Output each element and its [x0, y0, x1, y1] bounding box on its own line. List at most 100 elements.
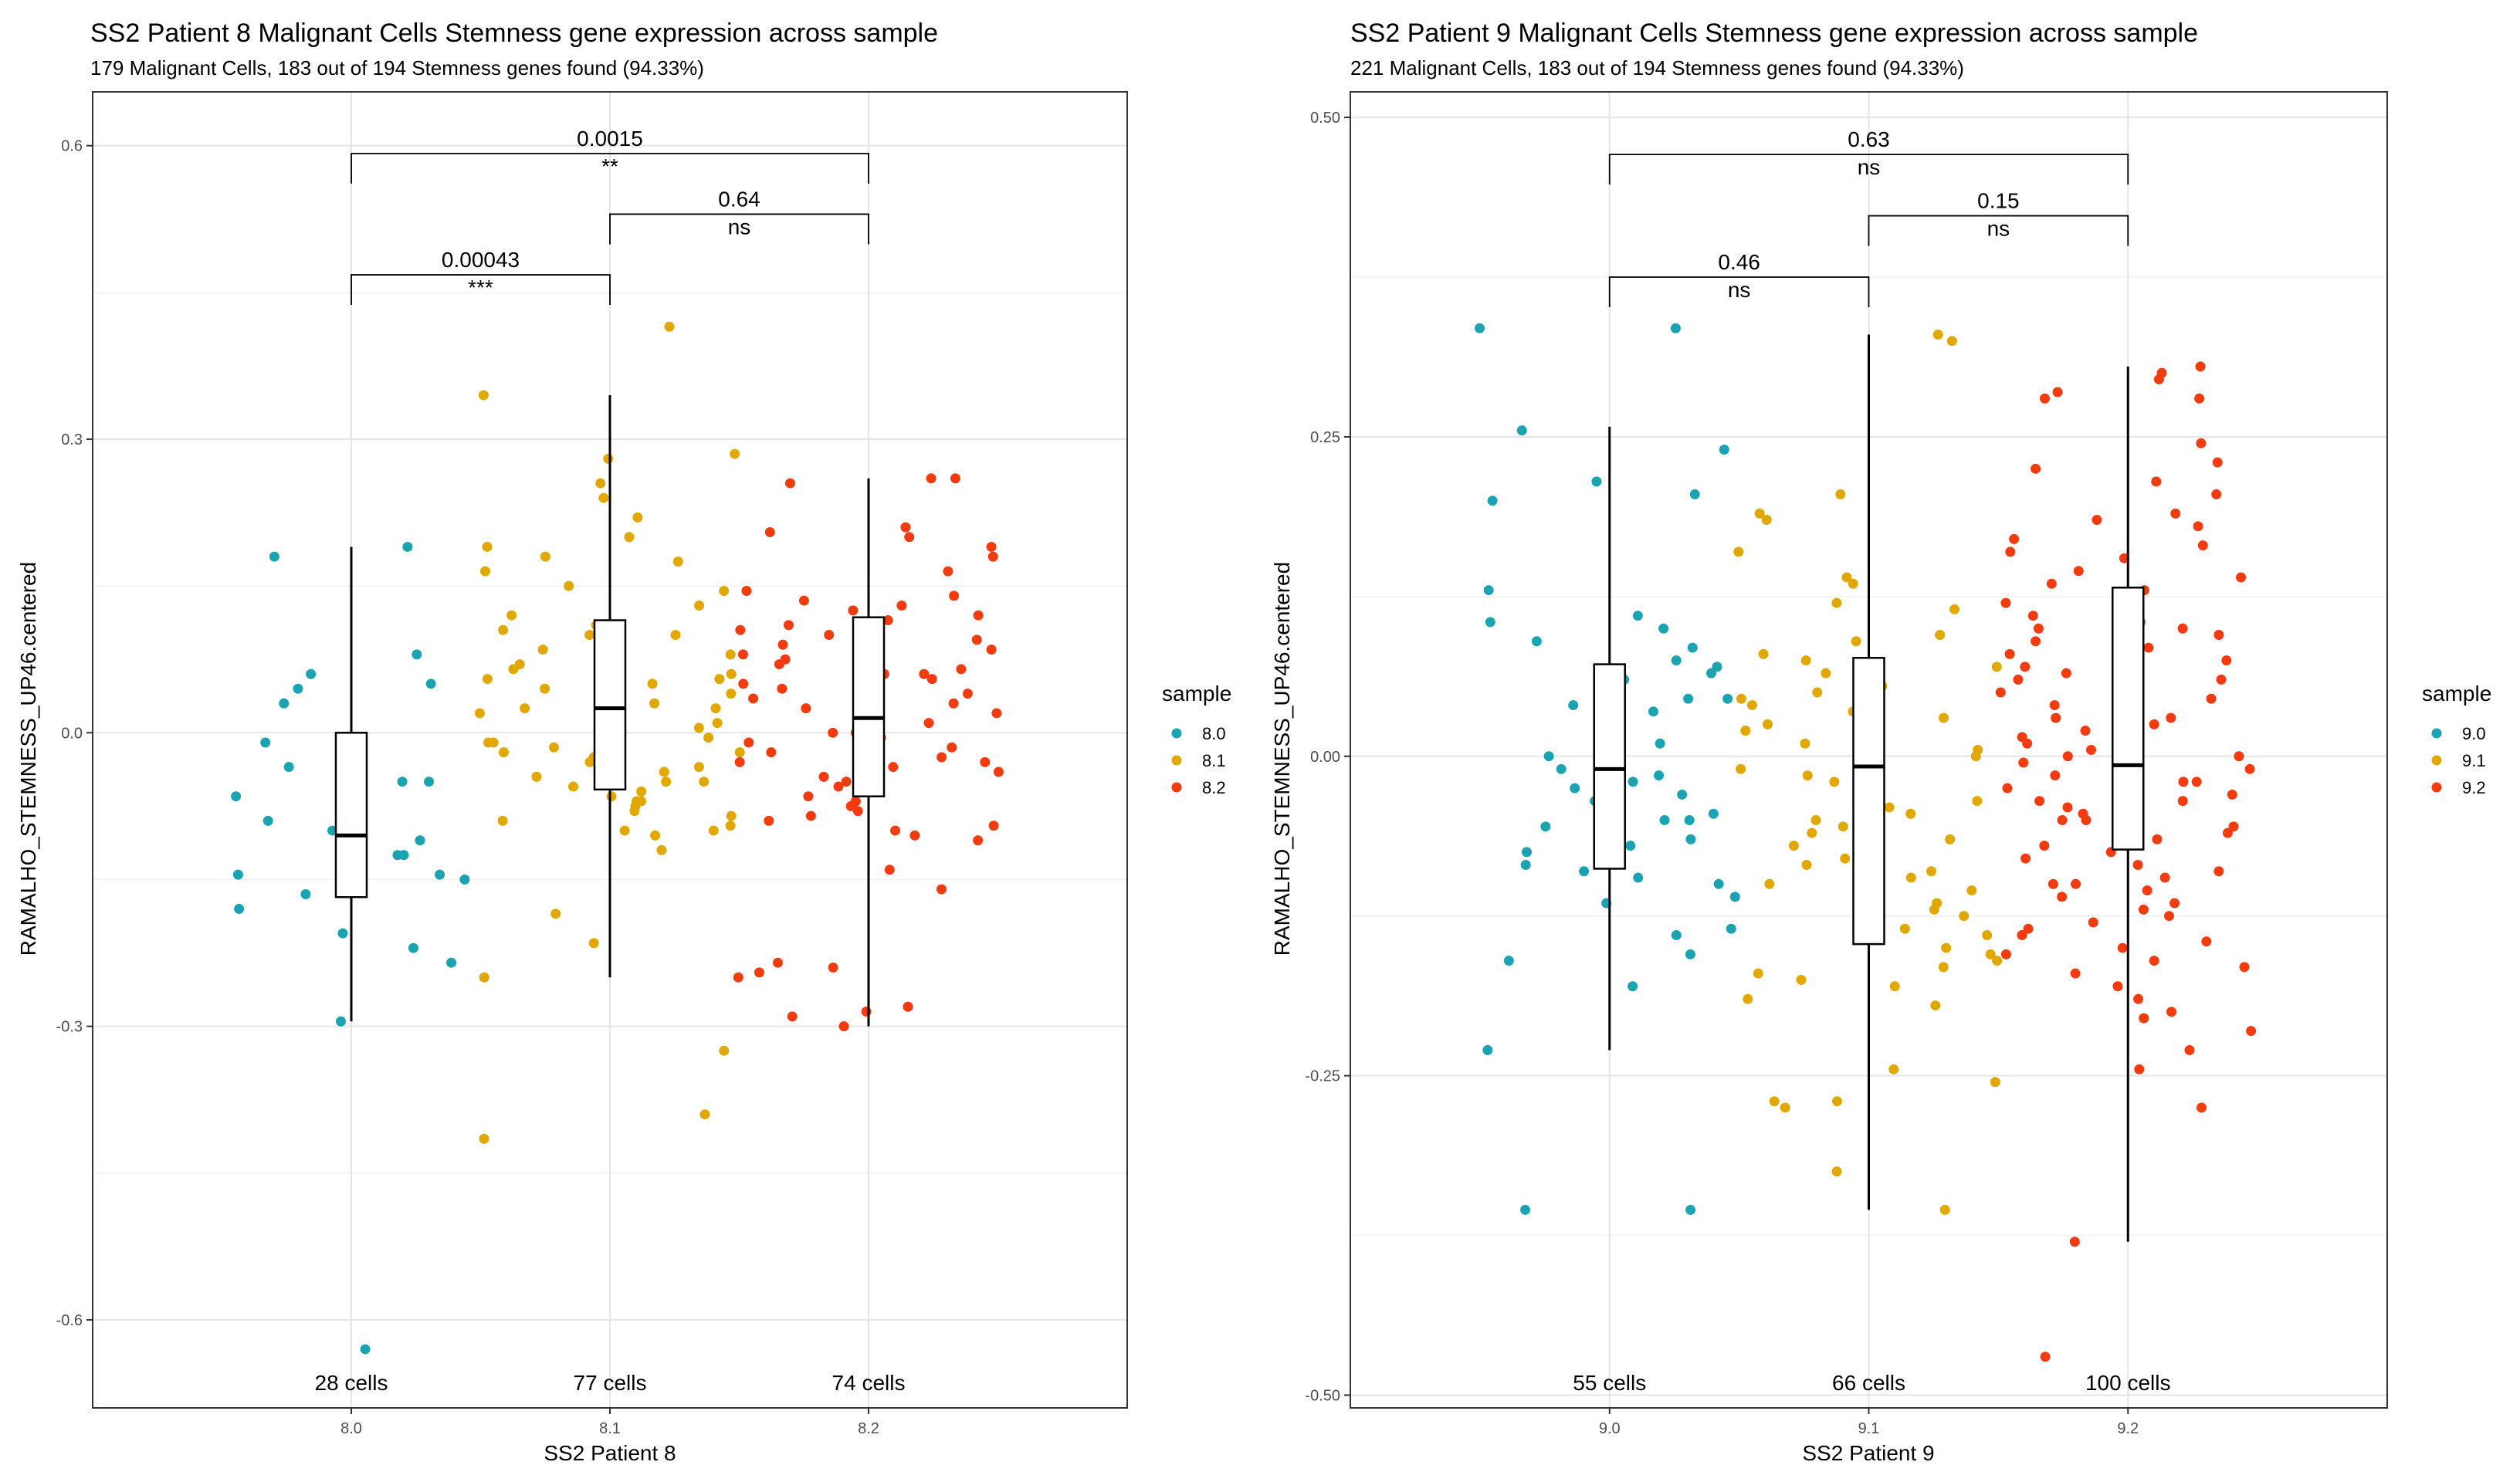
chart-2-point-9.2 — [2000, 597, 2011, 608]
chart-2-x-tick-label: 9.1 — [1858, 1420, 1880, 1437]
chart-2-point-9.1 — [1935, 630, 1946, 641]
chart-2-x-tick-label: 9.2 — [2117, 1420, 2139, 1437]
chart-2-point-9.2 — [2119, 553, 2129, 563]
chart-2-point-9.1 — [1780, 1102, 1790, 1113]
chart-1-point-8.0 — [234, 903, 245, 914]
chart-2-y-tick-label: -0.25 — [1305, 1068, 1340, 1085]
chart-2-point-9.0 — [1684, 815, 1695, 826]
chart-2-point-9.0 — [1722, 693, 1733, 704]
chart-2-point-9.2 — [2193, 521, 2203, 532]
chart-2-point-9.2 — [2212, 457, 2223, 468]
chart-2-point-9.2 — [2071, 878, 2081, 889]
chart-2-point-9.1 — [1810, 815, 1821, 826]
chart-1-point-8.2 — [980, 756, 991, 767]
chart-1-comparison-bracket — [609, 213, 869, 245]
chart-2-cell-count-label: 66 cells — [1832, 1371, 1905, 1395]
chart-2-point-9.0 — [1531, 636, 1542, 647]
chart-1-point-8.2 — [737, 649, 748, 660]
chart-2-point-9.1 — [1889, 981, 1900, 992]
chart-2-point-9.2 — [2040, 1352, 2051, 1362]
chart-2-point-9.2 — [2134, 1064, 2145, 1074]
chart-2-point-9.2 — [2061, 668, 2071, 678]
chart-1-point-8.0 — [398, 850, 409, 861]
chart-2-point-9.2 — [2239, 962, 2250, 973]
chart-1-p-value-label: 0.64 — [718, 187, 760, 211]
chart-2-legend-label-9.0: 9.0 — [2462, 724, 2486, 743]
chart-2-point-9.2 — [2049, 700, 2060, 711]
chart-1-point-8.2 — [774, 659, 784, 670]
chart-1-point-8.2 — [777, 683, 788, 694]
chart-1-point-8.1 — [664, 321, 675, 332]
chart-2-point-9.0 — [1687, 642, 1698, 653]
chart-2-point-9.1 — [1758, 648, 1769, 659]
chart-2-legend-key-9.1 — [2431, 755, 2442, 766]
chart-2-p-value-label: 0.46 — [1718, 250, 1760, 274]
chart-2-point-9.2 — [2152, 834, 2163, 844]
chart-1-point-8.0 — [336, 1016, 347, 1027]
chart-2-point-9.2 — [2132, 859, 2143, 870]
chart-2-point-9.2 — [2191, 777, 2202, 787]
chart-2-point-9.1 — [1990, 1077, 2000, 1088]
chart-2-point-9.1 — [1848, 578, 1858, 589]
chart-1-point-8.2 — [904, 532, 915, 543]
chart-1-point-8.1 — [619, 825, 630, 836]
chart-2-significance-label: ns — [1858, 155, 1881, 179]
chart-1-point-8.2 — [962, 689, 973, 699]
chart-1-point-8.2 — [986, 645, 997, 655]
chart-1-point-8.0 — [269, 551, 279, 562]
chart-2-box-9.1 — [1852, 657, 1885, 946]
chart-2-point-9.2 — [2039, 841, 2050, 851]
chart-2-point-9.0 — [1628, 981, 1638, 992]
chart-1-point-8.2 — [903, 1001, 913, 1012]
chart-1-point-8.1 — [725, 649, 736, 660]
chart-2-point-9.1 — [1884, 802, 1895, 813]
chart-2-point-9.1 — [1821, 668, 1831, 678]
chart-1-point-8.1 — [479, 1133, 489, 1144]
chart-2-point-9.0 — [1705, 668, 1716, 678]
chart-1-subtitle: 179 Malignant Cells, 183 out of 194 Stem… — [90, 56, 704, 80]
chart-2-point-9.2 — [2086, 745, 2097, 755]
chart-2-point-9.2 — [2213, 630, 2224, 641]
chart-1-point-8.2 — [991, 708, 1002, 719]
chart-2-point-9.2 — [2013, 674, 2024, 685]
chart-1-point-8.0 — [337, 928, 348, 939]
chart-1-point-8.2 — [909, 830, 920, 841]
chart-1-point-8.1 — [564, 580, 574, 591]
chart-2-point-9.2 — [2023, 923, 2034, 934]
chart-2-point-9.1 — [1746, 700, 1757, 711]
chart-1-point-8.2 — [923, 718, 934, 729]
chart-2-point-9.1 — [1736, 693, 1746, 704]
chart-1-point-8.1 — [649, 698, 660, 709]
chart-2-point-9.2 — [1995, 687, 2006, 698]
chart-2-comparison-bracket — [1868, 215, 2129, 246]
chart-1-significance-label: *** — [468, 276, 493, 299]
chart-2-x-tick-label: 9.0 — [1599, 1420, 1621, 1437]
chart-1-point-8.1 — [672, 556, 683, 567]
chart-2-point-9.1 — [1939, 712, 1949, 723]
chart-2-point-9.2 — [2112, 981, 2123, 992]
chart-1-point-8.2 — [936, 884, 947, 895]
chart-1-point-8.2 — [764, 526, 775, 537]
chart-2-point-9.2 — [2069, 1237, 2080, 1247]
chart-1-point-8.1 — [719, 1045, 730, 1056]
chart-1-point-8.1 — [714, 674, 725, 685]
chart-2-point-9.2 — [2022, 738, 2033, 749]
chart-2-point-9.2 — [2088, 917, 2098, 928]
chart-2-point-9.0 — [1503, 956, 1514, 966]
chart-1-legend-key-8.1 — [1171, 755, 1182, 766]
chart-1-point-8.1 — [647, 678, 658, 689]
chart-2-point-9.0 — [1726, 923, 1736, 934]
chart-2-point-9.1 — [1801, 859, 1812, 870]
chart-2-point-9.0 — [1685, 949, 1695, 959]
chart-2-point-9.1 — [1888, 1064, 1899, 1074]
chart-2-point-9.2 — [2197, 540, 2208, 551]
chart-1-point-8.0 — [397, 777, 408, 787]
chart-1-point-8.2 — [766, 747, 777, 758]
chart-2-point-9.2 — [2246, 1026, 2257, 1037]
chart-2-point-9.2 — [2170, 508, 2181, 519]
chart-2-subtitle: 221 Malignant Cells, 183 out of 194 Stem… — [1350, 56, 1964, 80]
chart-2-point-9.1 — [1736, 763, 1746, 774]
chart-2-point-9.2 — [2017, 930, 2027, 941]
chart-2-point-9.1 — [1800, 738, 1810, 749]
chart-2-point-9.1 — [1831, 597, 1842, 608]
